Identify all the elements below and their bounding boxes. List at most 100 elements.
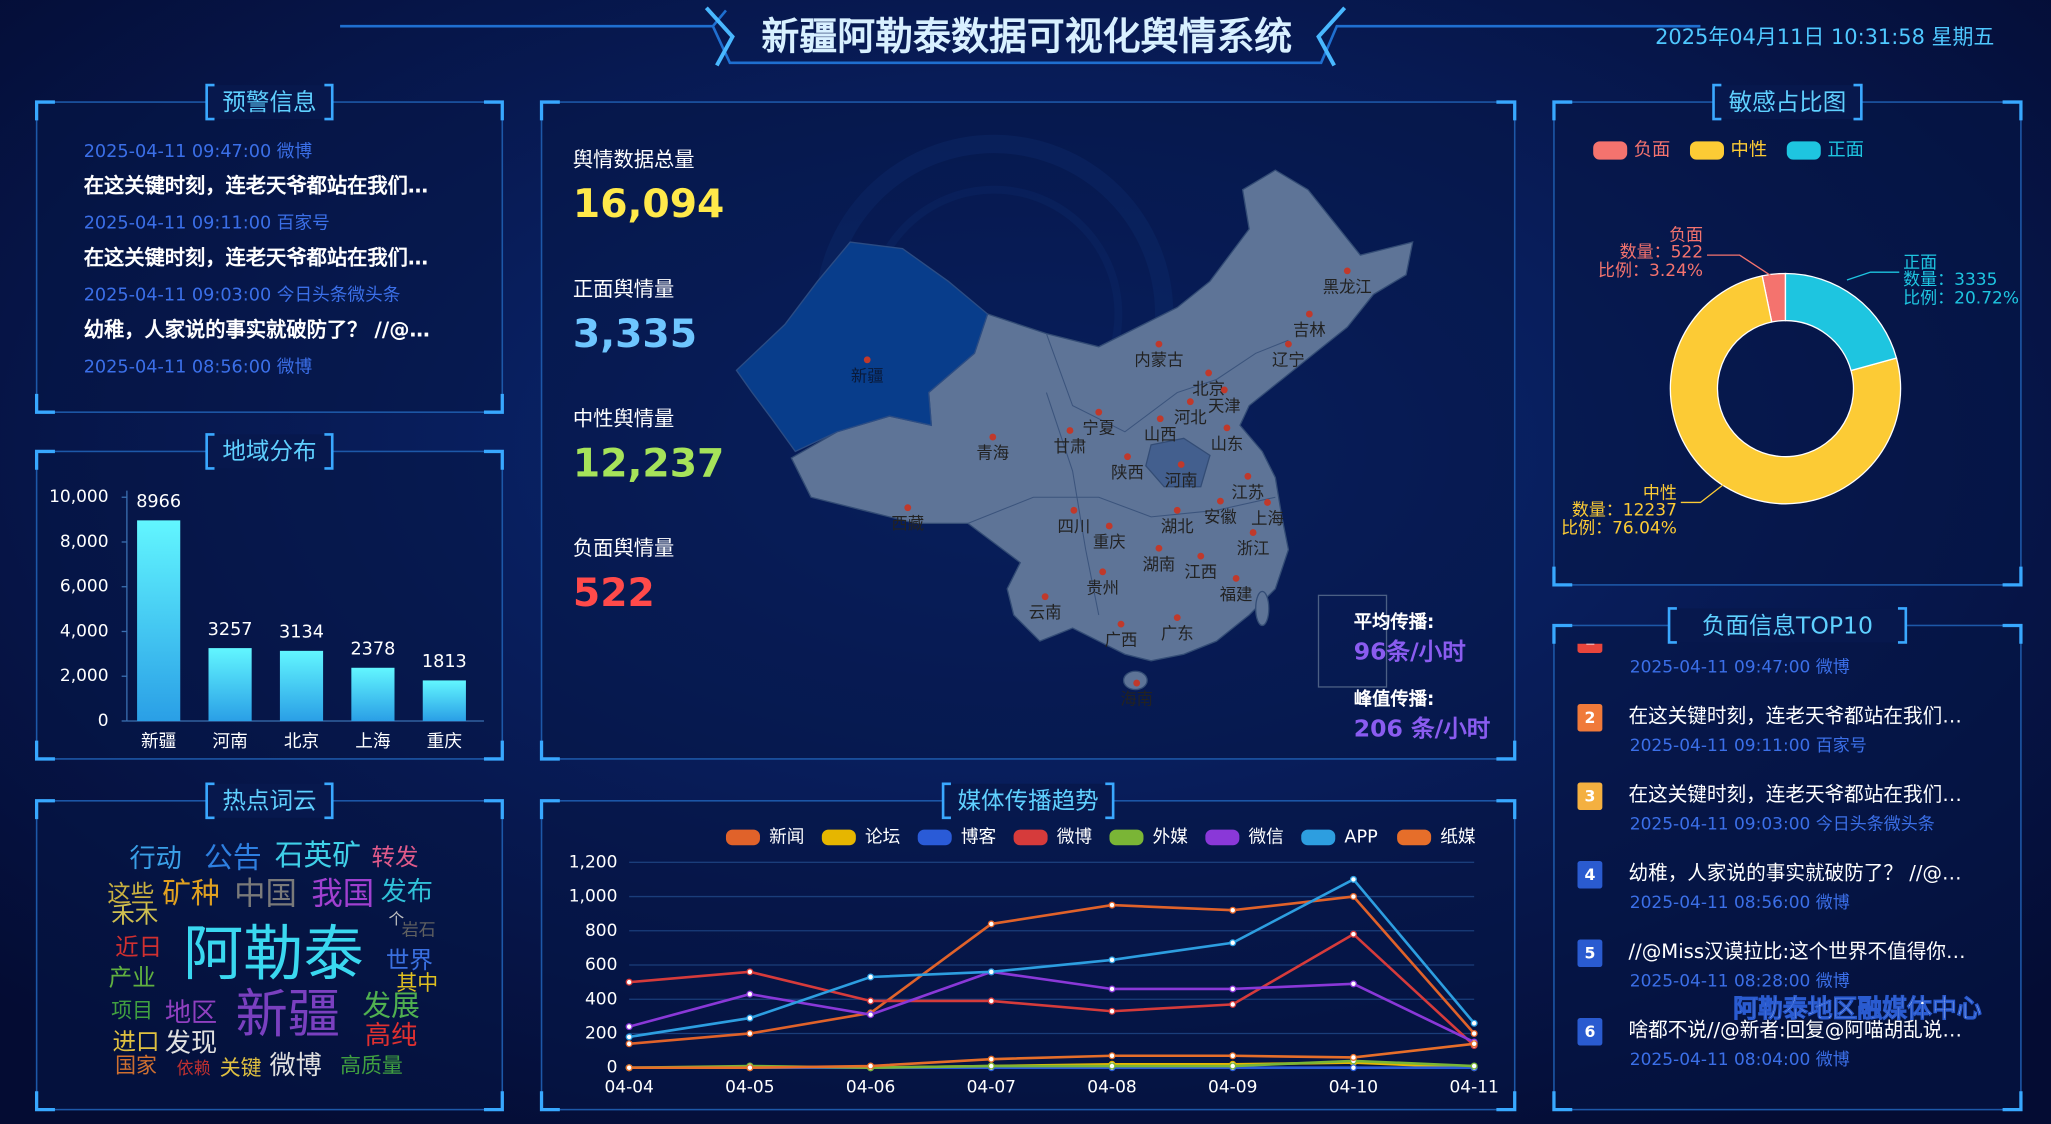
rank-number: 3 bbox=[1584, 786, 1595, 805]
panel-title-bracket bbox=[1712, 83, 1863, 121]
legend-label: APP bbox=[1344, 827, 1378, 847]
panel bbox=[1553, 101, 2022, 586]
map-dot bbox=[1173, 506, 1181, 514]
map-dot bbox=[1216, 497, 1224, 505]
legend-swatch bbox=[1593, 141, 1628, 160]
word: 石英矿 bbox=[275, 838, 361, 872]
map-dot bbox=[1099, 568, 1107, 576]
series-point bbox=[625, 1023, 633, 1031]
series-point bbox=[746, 1064, 754, 1072]
rank-badge bbox=[1577, 860, 1603, 889]
legend-swatch bbox=[1109, 829, 1144, 846]
province-label: 山东 bbox=[1211, 434, 1244, 453]
series-line bbox=[628, 970, 1475, 1044]
bar bbox=[422, 680, 466, 721]
header-title: 新疆阿勒泰数据可视化舆情系统 bbox=[761, 15, 1292, 59]
rank-badge bbox=[1577, 1018, 1603, 1046]
panel-title-bracket bbox=[1667, 607, 1908, 644]
series-point bbox=[1229, 906, 1237, 914]
pie-label-value: 数量：3335 bbox=[1903, 270, 1997, 290]
word: 发展 bbox=[362, 989, 420, 1023]
panel-corner bbox=[2002, 1091, 2023, 1112]
legend-swatch bbox=[821, 829, 856, 846]
series-line bbox=[629, 932, 1476, 1047]
spread-value: 96条/小时 bbox=[1354, 637, 1466, 665]
province-label: 贵州 bbox=[1086, 578, 1119, 597]
word: 矿种 bbox=[162, 876, 220, 910]
y-tick-label: 800 bbox=[585, 921, 617, 941]
pie-label-value: 数量：12237 bbox=[1572, 500, 1677, 520]
map-dot bbox=[1066, 427, 1074, 434]
province-label: 江西 bbox=[1184, 563, 1217, 582]
series-point bbox=[1470, 1062, 1478, 1070]
word: 阿勒泰 bbox=[183, 919, 363, 989]
y-tick-label: 1,200 bbox=[569, 852, 618, 872]
rank-number: 2 bbox=[1584, 708, 1595, 727]
province-label: 黑龙江 bbox=[1323, 277, 1372, 296]
map-dot bbox=[1155, 340, 1163, 348]
series-point bbox=[1229, 1062, 1237, 1070]
y-tick-label: 600 bbox=[585, 955, 617, 975]
top10-text: 啥都不说//@新者:回复@阿喵胡乱说… bbox=[1629, 1019, 1963, 1042]
series-point bbox=[1349, 1064, 1357, 1072]
word: 依赖 bbox=[177, 1059, 211, 1079]
pie-label-percent: 比例：76.04% bbox=[1561, 519, 1677, 539]
bar-value-label: 2378 bbox=[350, 639, 395, 659]
panel-title-bg bbox=[206, 434, 333, 469]
panel-title-bg bbox=[206, 85, 333, 120]
x-tick-label: 重庆 bbox=[427, 731, 462, 752]
legend-swatch bbox=[1689, 141, 1724, 160]
panel-corner bbox=[1496, 1091, 1517, 1112]
watermark: 阿勒泰地区融媒体中心 bbox=[1733, 994, 1982, 1023]
series-point bbox=[625, 1033, 633, 1041]
map-dot bbox=[1105, 522, 1113, 530]
y-tick-label: 8,000 bbox=[60, 532, 109, 552]
map-dot bbox=[1155, 544, 1163, 552]
pie-leader bbox=[1680, 483, 1725, 504]
province-label: 内蒙古 bbox=[1134, 351, 1183, 370]
word: 岩石 bbox=[402, 920, 436, 940]
province-label: 云南 bbox=[1029, 603, 1062, 622]
series-point bbox=[625, 978, 633, 986]
province-label: 辽宁 bbox=[1272, 351, 1305, 370]
province-label: 湖北 bbox=[1161, 517, 1194, 536]
warning-text: 在这关键时刻，连老天爷都站在我们… bbox=[84, 246, 428, 270]
panel-title: 负面信息TOP10 bbox=[1702, 611, 1873, 639]
bar bbox=[208, 648, 252, 721]
y-tick-label: 1,000 bbox=[569, 887, 618, 907]
pie-leader bbox=[1846, 271, 1900, 281]
panel-corner bbox=[539, 740, 560, 761]
map-dot bbox=[1133, 679, 1141, 687]
y-tick-label: 200 bbox=[585, 1023, 617, 1043]
top10-text: 在这关键时刻，连老天爷都站在我们… bbox=[1629, 705, 1962, 728]
word: 高纯 bbox=[365, 1021, 417, 1051]
map-dot bbox=[1095, 408, 1103, 416]
map-dot bbox=[1285, 340, 1292, 348]
x-tick-label: 上海 bbox=[355, 731, 390, 752]
panel-corner bbox=[2002, 566, 2023, 587]
panel-corner bbox=[34, 449, 55, 470]
y-tick-label: 0 bbox=[607, 1058, 618, 1078]
panel-title: 热点词云 bbox=[222, 787, 316, 815]
panel-corner bbox=[1496, 100, 1517, 121]
province-label: 安徽 bbox=[1204, 508, 1237, 527]
bar bbox=[279, 650, 324, 721]
x-tick-label: 04-09 bbox=[1208, 1077, 1257, 1097]
panel-corner bbox=[1496, 799, 1517, 820]
series-point bbox=[1108, 1007, 1116, 1015]
map-dot bbox=[1197, 552, 1205, 560]
rank-badge bbox=[1577, 703, 1603, 732]
panel-corner bbox=[1552, 1091, 1573, 1112]
warning-meta: 2025-04-11 08:56:00 微博 bbox=[84, 357, 313, 378]
series-point bbox=[1108, 1052, 1116, 1060]
province-label: 上海 bbox=[1251, 509, 1284, 528]
map-dot bbox=[1177, 461, 1185, 468]
stat-value: 16,094 bbox=[573, 182, 724, 227]
rank-number: 6 bbox=[1584, 1022, 1595, 1041]
map-dot bbox=[989, 433, 997, 441]
panel-corner bbox=[539, 799, 560, 820]
series-line bbox=[628, 877, 1476, 1039]
warning-meta: 2025-04-11 09:03:00 今日头条微头条 bbox=[84, 285, 401, 306]
y-tick-label: 10,000 bbox=[49, 487, 108, 507]
